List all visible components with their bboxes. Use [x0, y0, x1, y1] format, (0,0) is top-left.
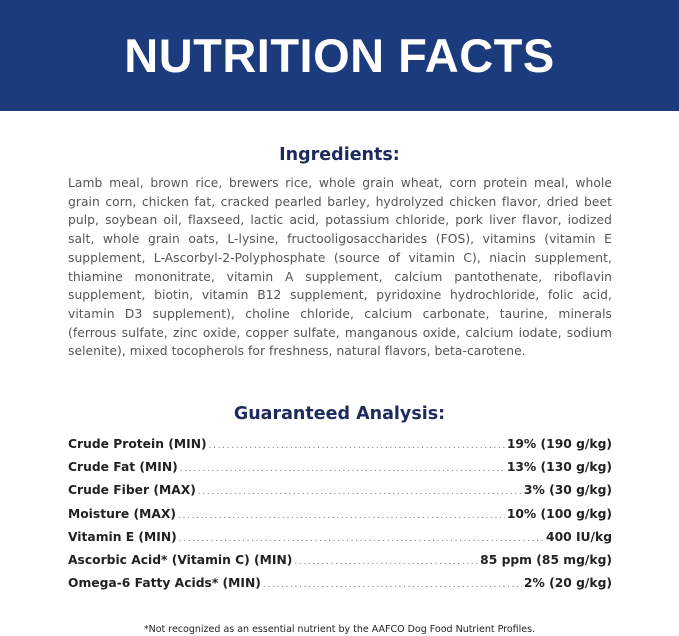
row-value: 85 ppm (85 mg/kg)	[480, 552, 612, 567]
footnote: *Not recognized as an essential nutrient…	[143, 624, 536, 635]
analysis-row: Moisture (MAX) 10% (100 g/kg)	[68, 507, 612, 530]
analysis-row: Crude Fat (MIN) 13% (130 g/kg)	[68, 460, 612, 483]
row-label: Crude Fat (MIN)	[68, 460, 178, 475]
analysis-row: Crude Protein (MIN) 19% (190 g/kg)	[68, 437, 612, 460]
dot-leader	[209, 437, 505, 451]
dot-leader	[179, 530, 544, 544]
row-label: Vitamin E (MIN)	[68, 529, 177, 544]
analysis-table: Crude Protein (MIN) 19% (190 g/kg) Crude …	[68, 437, 612, 599]
header-banner: NUTRITION FACTS	[0, 0, 679, 111]
dot-leader	[198, 483, 522, 497]
row-label: Crude Fiber (MAX)	[68, 483, 196, 498]
analysis-row: Vitamin E (MIN) 400 IU/kg	[68, 530, 612, 553]
dot-leader	[180, 460, 505, 474]
ingredients-text: Lamb meal, brown rice, brewers rice, who…	[68, 176, 612, 359]
row-label: Ascorbic Acid* (Vitamin C) (MIN)	[68, 552, 293, 567]
row-value: 400 IU/kg	[546, 529, 612, 544]
dot-leader	[178, 507, 505, 521]
row-value: 13% (130 g/kg)	[506, 460, 612, 475]
row-value: 2% (20 g/kg)	[523, 576, 612, 591]
analysis-row: Omega-6 Fatty Acids* (MIN) 2% (20 g/kg)	[68, 576, 612, 599]
row-label: Crude Protein (MIN)	[68, 437, 207, 451]
row-value: 10% (100 g/kg)	[506, 506, 612, 521]
row-value: 3% (30 g/kg)	[523, 483, 612, 498]
dot-leader	[263, 576, 522, 590]
analysis-row: Ascorbic Acid* (Vitamin C) (MIN) 85 ppm (…	[68, 553, 612, 576]
dot-leader	[294, 553, 478, 567]
ingredients-heading: Ingredients:	[279, 145, 400, 165]
analysis-row: Crude Fiber (MAX) 3% (30 g/kg)	[68, 483, 612, 506]
row-value: 19% (190 g/kg)	[506, 437, 612, 451]
page-title: NUTRITION FACTS	[124, 29, 555, 82]
row-label: Omega-6 Fatty Acids* (MIN)	[68, 576, 261, 591]
analysis-heading: Guaranteed Analysis:	[233, 404, 446, 424]
row-label: Moisture (MAX)	[68, 506, 177, 521]
